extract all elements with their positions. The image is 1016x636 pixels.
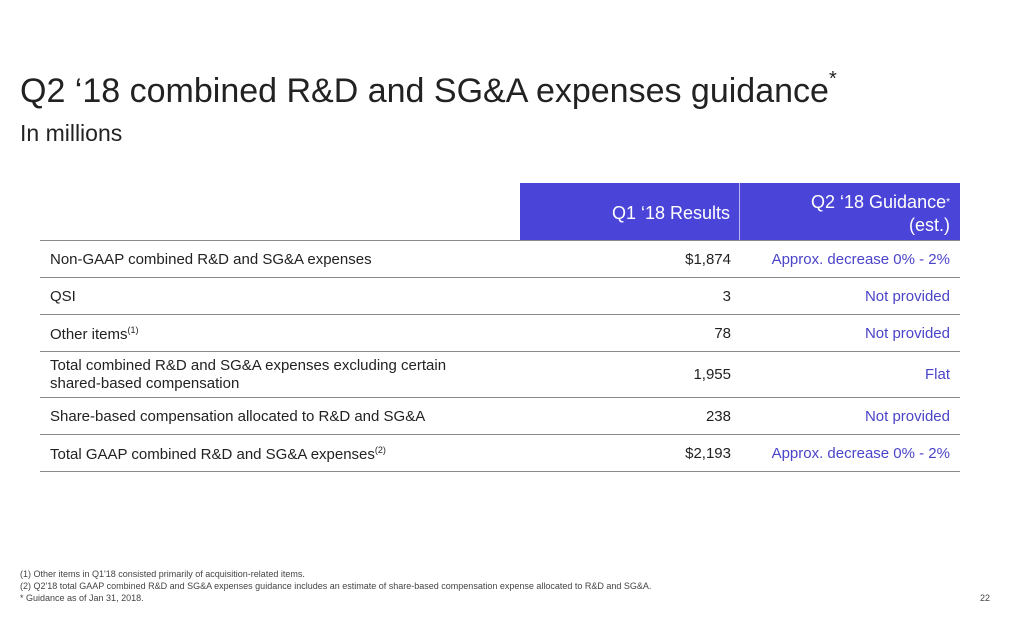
header-q2-line2: (est.) (908, 215, 950, 235)
row-label: Non-GAAP combined R&D and SG&A expenses (50, 251, 372, 268)
page-subtitle: In millions (20, 120, 123, 146)
row-q1-value: 78 (714, 325, 731, 342)
row-label-line2: shared-based compensation (50, 375, 240, 392)
row-label: Total combined R&D and SG&A expenses exc… (50, 357, 446, 393)
row-q1-value: $1,874 (685, 251, 731, 268)
header-q2-asterisk: * (946, 197, 950, 208)
header-q1-results: Q1 ‘18 Results (520, 183, 739, 240)
footnote-guidance-date: * Guidance as of Jan 31, 2018. (20, 593, 144, 603)
table-row: Total GAAP combined R&D and SG&A expense… (40, 435, 960, 472)
header-q2-label: Q2 ‘18 Guidance* (est.) (811, 191, 950, 237)
header-q2-line1: Q2 ‘18 Guidance (811, 192, 947, 212)
row-q1-value: 1,955 (693, 366, 731, 383)
footnote-2: (2) Q2'18 total GAAP combined R&D and SG… (20, 581, 652, 591)
row-label: Total GAAP combined R&D and SG&A expense… (50, 445, 386, 463)
table-row: Share-based compensation allocated to R&… (40, 398, 960, 435)
table-row: QSI 3 Not provided (40, 278, 960, 315)
table-row: Other items(1) 78 Not provided (40, 315, 960, 352)
row-label: QSI (50, 288, 76, 305)
row-q1-value: 238 (705, 408, 731, 425)
title-text: Q2 ‘18 combined R&D and SG&A expenses gu… (20, 72, 829, 110)
row-q2-guidance: Not provided (864, 325, 950, 342)
row-q2-guidance: Not provided (864, 408, 950, 425)
row-label-line1: Total combined R&D and SG&A expenses exc… (50, 357, 447, 374)
header-q1-label: Q1 ‘18 Results (611, 203, 730, 223)
row-q2-guidance: Not provided (864, 288, 950, 305)
row-label-text: Other items (50, 326, 128, 343)
row-label: Share-based compensation allocated to R&… (50, 408, 426, 425)
row-label-text: Total GAAP combined R&D and SG&A expense… (50, 446, 375, 463)
footnote-ref: (2) (374, 445, 386, 455)
table-row: Non-GAAP combined R&D and SG&A expenses … (40, 241, 960, 278)
row-q1-value: 3 (722, 288, 731, 305)
table-row: Total combined R&D and SG&A expenses exc… (40, 352, 960, 398)
row-q2-guidance: Flat (924, 366, 950, 383)
table-top-border (40, 240, 960, 241)
row-q2-guidance: Approx. decrease 0% - 2% (771, 251, 950, 268)
footnote-ref: (1) (127, 325, 139, 335)
header-q2-guidance: Q2 ‘18 Guidance* (est.) (740, 183, 960, 240)
page-number: 22 (979, 593, 990, 603)
title-asterisk: * (828, 68, 837, 90)
row-label: Other items(1) (50, 325, 139, 343)
row-q1-value: $2,193 (685, 445, 731, 462)
row-q2-guidance: Approx. decrease 0% - 2% (771, 445, 950, 462)
footnote-1: (1) Other items in Q1'18 consisted prima… (20, 569, 305, 579)
header-divider (739, 183, 740, 240)
page-title: Q2 ‘18 combined R&D and SG&A expenses gu… (20, 68, 837, 111)
